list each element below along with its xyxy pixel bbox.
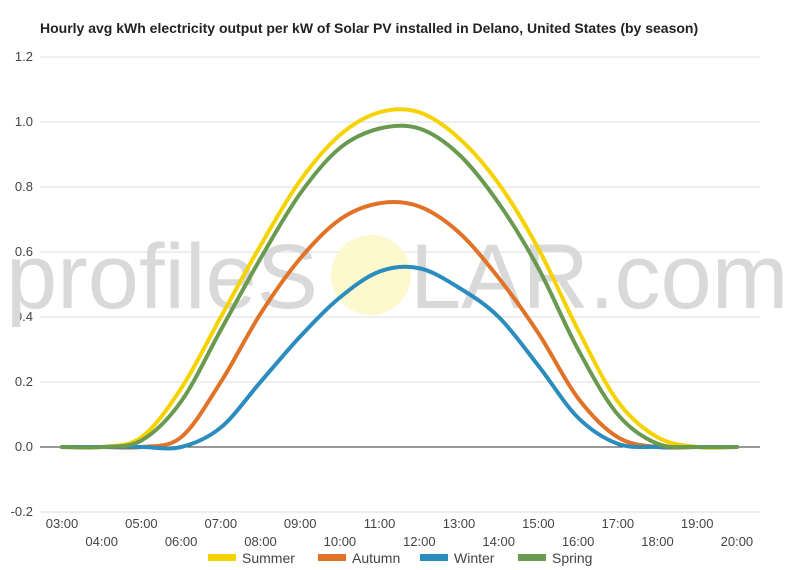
x-tick-label: 11:00	[364, 516, 396, 531]
x-tick-label: 10:00	[324, 534, 357, 549]
legend-label-summer: Summer	[242, 550, 295, 566]
x-tick-label: 08:00	[244, 534, 277, 549]
watermark-text-left: profileS	[6, 226, 318, 328]
x-tick-label: 13:00	[443, 516, 476, 531]
x-tick-label: 16:00	[562, 534, 595, 549]
legend-swatch-winter	[420, 554, 448, 561]
y-tick-label: 0.0	[15, 439, 33, 454]
series-line-winter	[60, 264, 739, 451]
y-tick-label: -0.2	[11, 504, 33, 519]
y-tick-label: 0.2	[15, 374, 33, 389]
legend-label-winter: Winter	[454, 550, 495, 566]
x-tick-label: 19:00	[681, 516, 714, 531]
x-tick-label: 09:00	[284, 516, 317, 531]
x-tick-label: 17:00	[602, 516, 635, 531]
y-tick-label: 0.6	[15, 244, 33, 259]
x-tick-label: 20:00	[721, 534, 754, 549]
legend-label-spring: Spring	[552, 550, 592, 566]
x-tick-label: 03:00	[46, 516, 79, 531]
x-tick-label: 12:00	[403, 534, 436, 549]
y-tick-label: 1.2	[15, 49, 33, 64]
y-tick-label: 0.8	[15, 179, 33, 194]
series-line-summer	[60, 107, 739, 450]
y-tick-label: 1.0	[15, 114, 33, 129]
x-tick-label: 18:00	[641, 534, 674, 549]
x-tick-label: 04:00	[85, 534, 118, 549]
legend-swatch-summer	[208, 554, 236, 561]
legend-label-autumn: Autumn	[352, 550, 400, 566]
watermark-text-right: LAR.com	[410, 226, 788, 328]
x-tick-label: 06:00	[165, 534, 198, 549]
x-tick-label: 15:00	[522, 516, 555, 531]
series-line-autumn	[60, 200, 739, 450]
series-line-spring	[60, 123, 739, 450]
y-tick-label: 0.4	[15, 309, 33, 324]
chart-title: Hourly avg kWh electricity output per kW…	[40, 20, 699, 36]
x-tick-label: 05:00	[125, 516, 158, 531]
x-tick-label: 14:00	[482, 534, 515, 549]
legend-swatch-autumn	[318, 554, 346, 561]
legend-swatch-spring	[518, 554, 546, 561]
x-tick-label: 07:00	[205, 516, 238, 531]
